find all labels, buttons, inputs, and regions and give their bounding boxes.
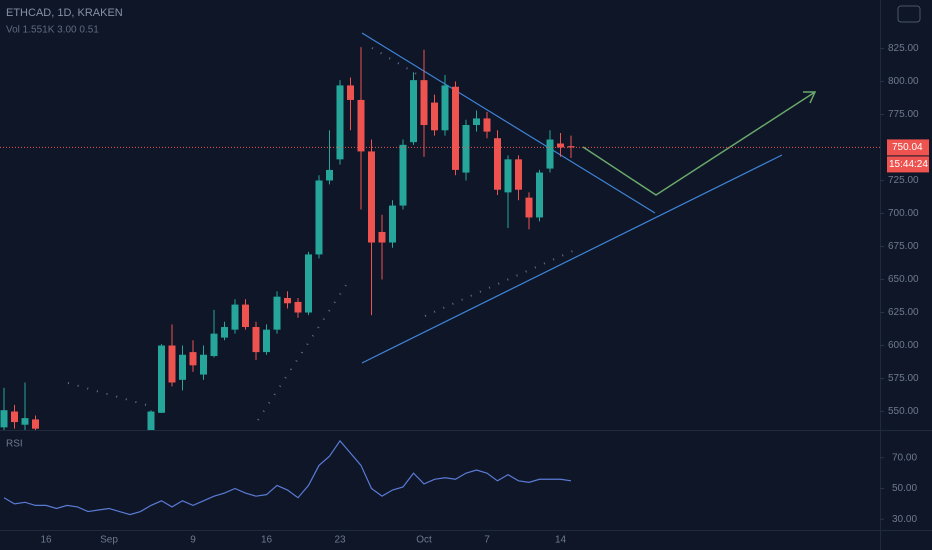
candle-body	[305, 254, 312, 313]
candle-body	[504, 159, 512, 193]
x-tick-label: Sep	[100, 535, 118, 546]
y-tick-label: 825.00	[888, 43, 919, 54]
x-tick-label: 16	[261, 535, 273, 546]
candle-body	[11, 411, 18, 423]
candle-body	[210, 333, 218, 357]
indicator-tick-label: 70.00	[892, 452, 917, 463]
candle-body	[252, 327, 260, 353]
x-tick-label: 16	[40, 535, 52, 546]
candle-body	[21, 418, 29, 425]
candle-body	[462, 125, 470, 173]
candle-body	[263, 329, 270, 353]
candle-body	[557, 143, 564, 148]
y-tick-label: 600.00	[888, 340, 919, 351]
countdown-label: 15:44:24	[889, 159, 928, 170]
candle-body	[326, 169, 333, 181]
y-tick-label: 700.00	[888, 208, 919, 219]
x-tick-label: 7	[484, 535, 490, 546]
candle-body	[347, 85, 354, 100]
candle-body	[273, 296, 281, 330]
indicator-name: RSI	[6, 439, 23, 450]
candle-body	[483, 118, 491, 132]
candle-body	[389, 205, 396, 243]
candle-body	[546, 139, 554, 169]
candle-body	[221, 327, 228, 338]
candle-body	[368, 151, 375, 243]
candle-body	[32, 419, 39, 429]
candle-body	[410, 80, 417, 143]
candle-body	[315, 180, 323, 255]
candles	[0, 47, 575, 430]
support-line[interactable]	[361, 154, 783, 364]
indicator-tick-label: 50.00	[892, 483, 917, 494]
y-tick-label: 625.00	[888, 307, 919, 318]
indicator-pane	[3, 439, 572, 516]
indicator-tick-label: 30.00	[892, 514, 917, 525]
candle-body	[378, 231, 386, 243]
candle-body	[473, 118, 480, 126]
dot-markers	[67, 47, 576, 421]
x-tick-label: 14	[555, 535, 567, 546]
last-price-box	[887, 139, 929, 156]
candle-body	[158, 345, 165, 413]
candle-body	[515, 159, 522, 190]
candle-body	[452, 86, 459, 170]
drawings	[67, 32, 817, 421]
arrow-head	[803, 91, 817, 104]
projection-arrow[interactable]	[582, 91, 816, 196]
candle-body	[525, 197, 533, 218]
symbol-title: ETHCAD, 1D, KRAKEN	[6, 7, 123, 19]
x-tick-label: Oct	[416, 535, 432, 546]
candle-body	[0, 410, 8, 428]
x-tick-label: 9	[190, 535, 196, 546]
candle-body	[294, 301, 302, 313]
candle-body	[420, 80, 428, 126]
last-price-label: 750.04	[892, 142, 923, 153]
candle-body	[399, 144, 407, 206]
candle-body	[168, 345, 176, 383]
candle-body	[494, 138, 501, 190]
indicator-line	[3, 439, 572, 516]
candle-body	[357, 99, 365, 152]
candle-body	[431, 102, 438, 131]
candle-body	[567, 146, 575, 148]
y-tick-label: 800.00	[888, 76, 919, 87]
volume-legend: Vol 1.551K 3.00 0.51	[6, 25, 99, 36]
y-tick-label: 675.00	[888, 241, 919, 252]
candle-body	[231, 304, 239, 330]
candle-body	[441, 85, 449, 131]
candle-body	[536, 172, 543, 218]
y-tick-label: 775.00	[888, 109, 919, 120]
dot-run	[67, 382, 151, 407]
countdown-box	[887, 156, 929, 173]
x-tick-label: 23	[334, 535, 346, 546]
y-tick-label: 550.00	[888, 406, 919, 417]
resistance-line[interactable]	[361, 32, 656, 214]
candle-body	[200, 354, 207, 375]
candle-body	[189, 352, 197, 366]
candle-body	[179, 354, 186, 380]
axes: 550.00 575.00 600.00 625.00 650.00 675.00 700.…	[40, 43, 919, 546]
settings-button[interactable]	[897, 5, 921, 23]
candle-body	[147, 411, 155, 430]
candle-body	[336, 85, 344, 160]
candle-body	[242, 304, 249, 328]
y-tick-label: 575.00	[888, 373, 919, 384]
y-tick-label: 725.00	[888, 175, 919, 186]
y-tick-label: 650.00	[888, 274, 919, 285]
candle-body	[284, 297, 291, 304]
